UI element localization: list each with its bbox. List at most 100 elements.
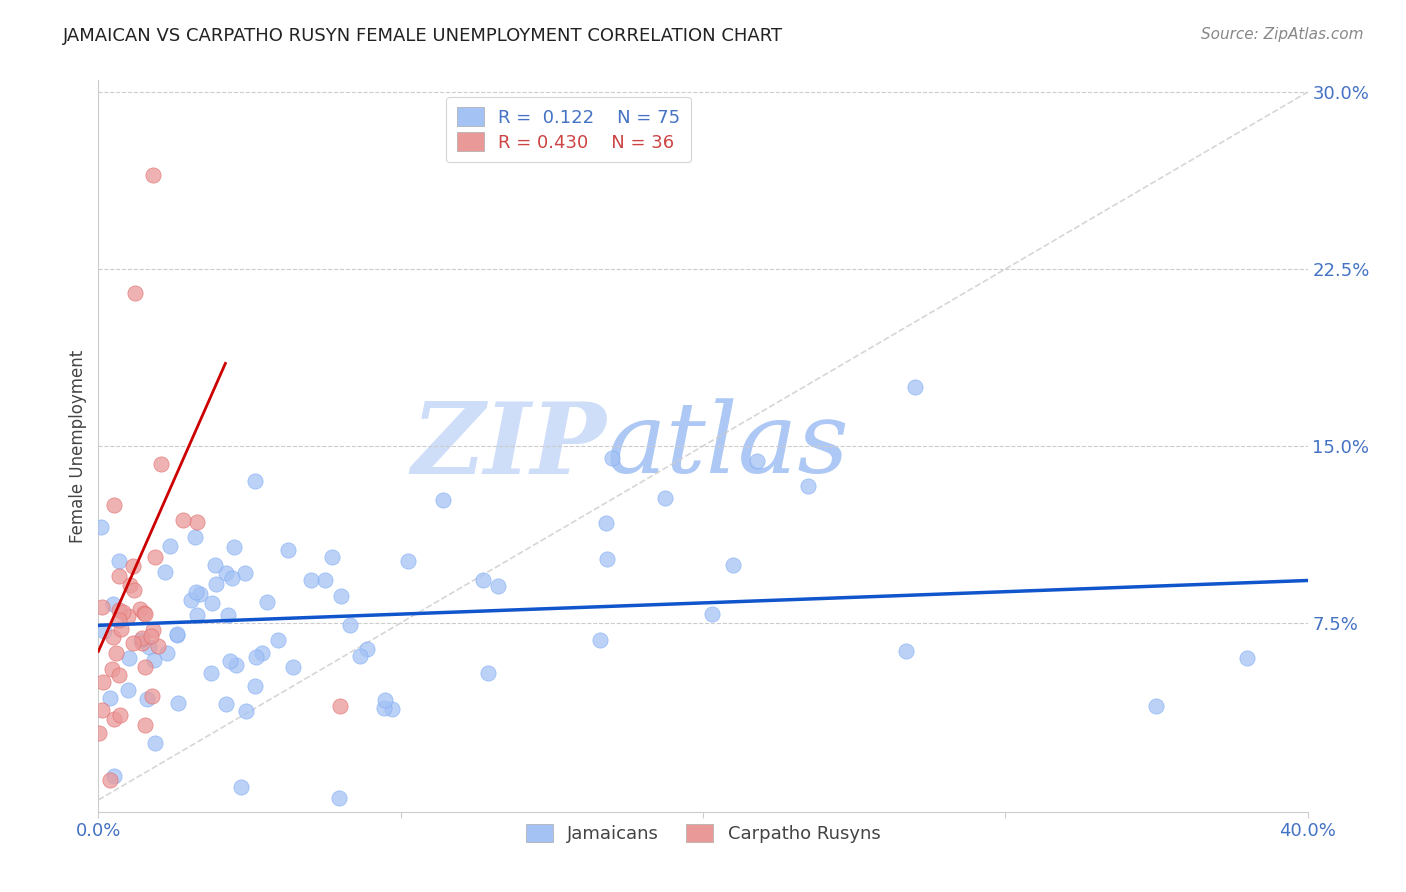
Point xyxy=(98,690,121,705)
Point xyxy=(702,607,724,622)
Point xyxy=(90,703,112,717)
Point xyxy=(111,605,134,619)
Point xyxy=(256,595,278,609)
Point xyxy=(221,570,243,584)
Text: JAMAICAN VS CARPATHO RUSYN FEMALE UNEMPLOYMENT CORRELATION CHART: JAMAICAN VS CARPATHO RUSYN FEMALE UNEMPL… xyxy=(63,27,783,45)
Point xyxy=(93,624,115,638)
Point xyxy=(894,644,917,658)
Point xyxy=(143,736,166,750)
Point xyxy=(299,573,322,587)
Point xyxy=(166,627,188,641)
Point xyxy=(186,585,208,599)
Point xyxy=(432,493,454,508)
Point xyxy=(186,515,208,529)
Point xyxy=(105,646,128,660)
Point xyxy=(156,646,179,660)
Point xyxy=(121,558,143,573)
Point xyxy=(91,600,114,615)
Point xyxy=(122,635,145,649)
Y-axis label: Female Unemployment: Female Unemployment xyxy=(69,350,87,542)
Point xyxy=(654,491,676,506)
Point xyxy=(589,633,612,648)
Legend: Jamaicans, Carpatho Rusyns: Jamaicans, Carpatho Rusyns xyxy=(519,816,887,850)
Point xyxy=(201,596,224,610)
Point xyxy=(103,712,125,726)
Point xyxy=(281,660,304,674)
Point xyxy=(108,568,131,582)
Point xyxy=(222,540,245,554)
Point xyxy=(745,454,768,468)
Point xyxy=(243,679,266,693)
Point xyxy=(131,636,153,650)
Point xyxy=(250,646,273,660)
Point xyxy=(200,666,222,681)
Point xyxy=(486,579,509,593)
Point xyxy=(120,578,142,592)
Point xyxy=(215,566,238,581)
Point xyxy=(225,657,247,672)
Point xyxy=(721,558,744,572)
Point xyxy=(142,168,165,182)
Text: atlas: atlas xyxy=(606,399,849,493)
Point xyxy=(108,708,131,723)
Point xyxy=(117,682,139,697)
Point xyxy=(472,574,495,588)
Point xyxy=(103,769,125,783)
Point xyxy=(396,554,419,568)
Point xyxy=(904,380,927,394)
Point xyxy=(233,566,256,580)
Point xyxy=(339,618,361,632)
Point xyxy=(90,520,112,534)
Point xyxy=(159,539,181,553)
Point xyxy=(124,285,146,300)
Point xyxy=(329,698,352,713)
Point xyxy=(128,602,150,616)
Point xyxy=(134,659,156,673)
Point xyxy=(146,639,169,653)
Point xyxy=(796,478,818,492)
Point xyxy=(118,650,141,665)
Point xyxy=(166,628,188,642)
Point xyxy=(101,598,124,612)
Point xyxy=(101,661,124,675)
Point xyxy=(602,450,624,465)
Point xyxy=(217,608,239,623)
Point xyxy=(107,668,129,682)
Point xyxy=(277,542,299,557)
Point xyxy=(142,623,165,637)
Point xyxy=(215,697,238,711)
Point xyxy=(141,629,163,643)
Point xyxy=(107,613,129,627)
Text: Source: ZipAtlas.com: Source: ZipAtlas.com xyxy=(1201,27,1364,42)
Point xyxy=(103,498,125,512)
Point xyxy=(381,702,404,716)
Point xyxy=(172,513,194,527)
Point xyxy=(134,718,156,732)
Point xyxy=(1144,698,1167,713)
Point xyxy=(356,641,378,656)
Point xyxy=(477,666,499,681)
Point xyxy=(1236,651,1258,665)
Point xyxy=(91,674,114,689)
Point xyxy=(108,554,131,568)
Point xyxy=(142,652,165,666)
Point xyxy=(87,726,110,740)
Point xyxy=(107,603,129,617)
Point xyxy=(98,773,121,788)
Point xyxy=(110,623,132,637)
Point xyxy=(330,589,353,603)
Text: ZIP: ZIP xyxy=(412,398,606,494)
Point xyxy=(373,701,395,715)
Point xyxy=(245,474,267,488)
Point xyxy=(129,632,152,647)
Point xyxy=(595,516,617,531)
Point xyxy=(184,530,207,544)
Point xyxy=(374,693,396,707)
Point xyxy=(153,566,176,580)
Point xyxy=(138,640,160,655)
Point xyxy=(205,577,228,591)
Point xyxy=(122,582,145,597)
Point xyxy=(314,573,336,587)
Point xyxy=(186,607,208,622)
Point xyxy=(267,633,290,648)
